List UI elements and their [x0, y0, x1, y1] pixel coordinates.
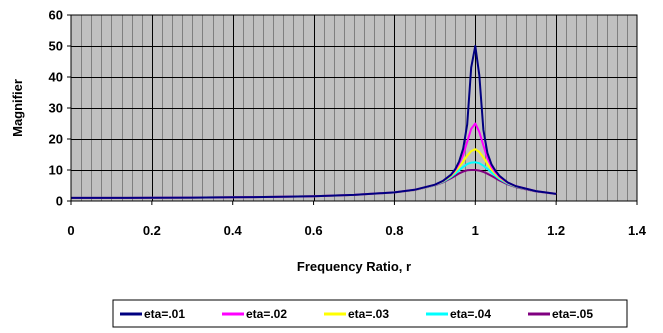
- x-tick-label: 0.6: [305, 223, 323, 238]
- legend-label: eta=.03: [348, 307, 389, 321]
- y-tick-label: 0: [56, 194, 63, 209]
- x-axis-title: Frequency Ratio, r: [297, 259, 411, 274]
- y-tick-label: 60: [49, 8, 63, 23]
- series-lines: [71, 45, 557, 199]
- x-tick-label: 0.8: [385, 223, 403, 238]
- grid-lines: [71, 15, 637, 201]
- x-tick-label: 1: [472, 223, 479, 238]
- x-tick-label: 1.2: [547, 223, 565, 238]
- legend-label: eta=.02: [246, 307, 287, 321]
- legend-label: eta=.04: [450, 307, 491, 321]
- y-tick-label: 20: [49, 132, 63, 147]
- x-tick-label: 1.4: [628, 223, 647, 238]
- y-tick-label: 30: [49, 101, 63, 116]
- y-axis-title: Magnifier: [10, 79, 25, 137]
- legend: eta=.01 eta=.02 eta=.03 eta=.04 eta=.05: [112, 299, 628, 328]
- series-line-eta-01: [71, 45, 557, 199]
- y-tick-label: 50: [49, 39, 63, 54]
- y-tick-label: 40: [49, 70, 63, 85]
- legend-label: eta=.05: [552, 307, 593, 321]
- y-tick-label: 10: [49, 163, 63, 178]
- x-tick-label: 0.2: [143, 223, 161, 238]
- x-tick-label: 0: [67, 223, 74, 238]
- legend-label: eta=.01: [144, 307, 185, 321]
- x-tick-label: 0.4: [224, 223, 243, 238]
- x-tick-labels: 0 0.2 0.4 0.6 0.8 1 1.2 1.4: [67, 201, 647, 238]
- y-tick-labels: 0 10 20 30 40 50 60: [49, 8, 71, 209]
